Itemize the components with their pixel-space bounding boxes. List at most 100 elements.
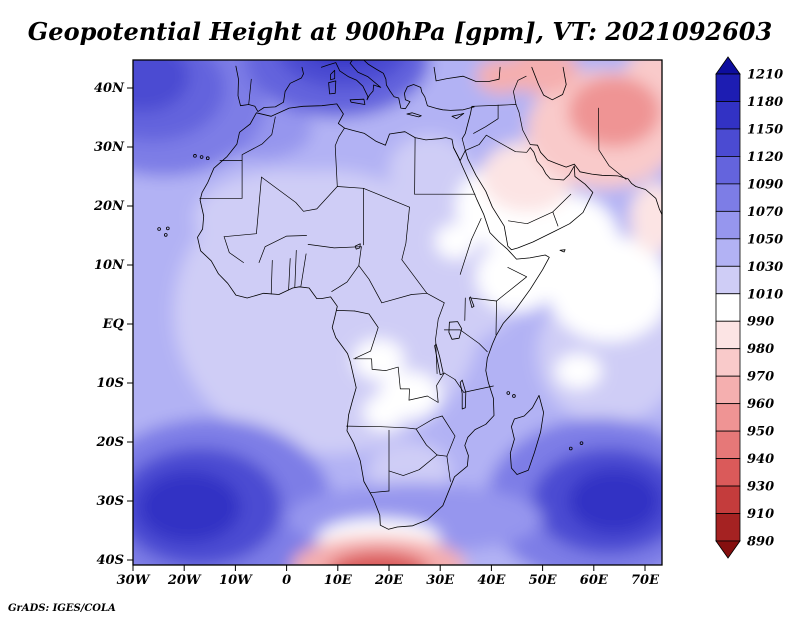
plot-frame — [132, 59, 663, 566]
lake-outline — [434, 343, 444, 376]
country-border — [426, 292, 445, 304]
island — [205, 156, 210, 161]
country-border — [598, 107, 627, 180]
field-layer — [133, 60, 662, 565]
colorbar-label: 990 — [747, 315, 774, 330]
y-tick-label: 30N — [94, 140, 125, 155]
colorbar-segment — [715, 183, 741, 212]
country-border — [363, 187, 410, 208]
map-outlines-layer — [157, 60, 662, 530]
country-border — [470, 297, 497, 302]
x-tick-label: 70E — [631, 573, 660, 588]
country-border — [446, 455, 451, 482]
country-border — [495, 300, 497, 335]
country-border — [381, 292, 428, 304]
y-axis-ticks: 40N 30N 20N 10N EQ 10S 20S 30S 40S — [93, 81, 133, 568]
colorbar-segment — [715, 73, 741, 102]
field-region-white-congo — [353, 338, 405, 381]
country-border — [436, 454, 448, 457]
country-border — [261, 176, 338, 212]
island — [166, 226, 170, 231]
field-region-mideast-low-core — [568, 76, 661, 147]
coastline — [349, 98, 366, 105]
x-tick-label: 0 — [282, 573, 291, 588]
country-border — [336, 186, 364, 189]
coastline — [453, 147, 466, 161]
island — [512, 394, 516, 398]
x-tick-label: 60E — [580, 573, 609, 588]
coastline — [197, 103, 550, 530]
coastline — [406, 112, 422, 118]
field-region-sahara-light — [194, 170, 379, 265]
field-region-southern-ocean-low-core — [330, 551, 428, 565]
coastline — [420, 87, 475, 111]
field-region-caspian-low — [506, 60, 579, 94]
country-border — [414, 137, 416, 195]
colorbar-label: 910 — [747, 507, 774, 522]
colorbar-label: 1070 — [747, 205, 783, 220]
x-tick-label: 10E — [324, 573, 353, 588]
colorbar: 1210 1180 1150 1120 1090 1070 1050 1030 1010 990 9… — [715, 56, 783, 559]
country-border — [464, 297, 466, 321]
coastline — [530, 144, 662, 216]
country-border — [258, 235, 307, 263]
colorbar-label: 940 — [747, 452, 774, 467]
colorbar-segment — [715, 458, 741, 487]
colorbar-segment — [715, 128, 741, 157]
field-region-azores-high-core — [133, 60, 190, 112]
country-border — [461, 138, 466, 151]
colorbar-label: 1010 — [747, 287, 783, 302]
island — [157, 227, 161, 231]
colorbar-label: 970 — [747, 370, 774, 385]
country-border — [485, 134, 531, 153]
colorbar-segment — [715, 513, 741, 542]
coastline — [451, 113, 465, 120]
country-border — [415, 428, 438, 456]
country-border — [336, 310, 356, 312]
field-region-white-sudan — [435, 223, 477, 260]
x-tick-label: 30W — [117, 573, 151, 588]
colorbar-label: 1150 — [747, 122, 783, 137]
country-border — [388, 454, 438, 476]
country-border — [334, 127, 345, 187]
colorbar-label: 1120 — [747, 150, 783, 165]
country-border — [401, 259, 428, 294]
colorbar-segment — [715, 293, 741, 322]
country-border — [459, 329, 488, 353]
x-tick-label: 20W — [167, 573, 202, 588]
coastline — [235, 65, 304, 112]
field-region-southern-ocean-low-outer — [291, 536, 466, 565]
country-border — [346, 425, 417, 430]
x-tick-label: 10W — [219, 573, 253, 588]
country-border — [496, 267, 528, 302]
colorbar-segment — [715, 238, 741, 267]
coastline — [433, 66, 501, 82]
colorbar-label: 890 — [747, 535, 774, 550]
coastline — [321, 60, 382, 101]
country-border — [354, 310, 379, 359]
footer-attribution: GrADS: IGES/COLA — [8, 603, 116, 614]
colorbar-label: 980 — [747, 342, 774, 357]
coastline — [531, 66, 567, 101]
y-tick-label: 20S — [96, 435, 124, 450]
coastline — [330, 69, 336, 81]
field-region-pink-india — [629, 182, 662, 254]
x-tick-label: 30E — [426, 573, 455, 588]
field-region-egypt-light — [389, 135, 471, 207]
colorbar-label: 1180 — [747, 95, 783, 110]
x-tick-label: 50E — [529, 573, 558, 588]
country-border — [307, 244, 362, 249]
colorbar-label: 1030 — [747, 260, 783, 275]
colorbar-segment — [715, 320, 741, 350]
country-border — [415, 415, 443, 430]
colorbar-label: 1050 — [747, 232, 783, 247]
country-border — [294, 249, 297, 288]
coastline — [464, 147, 594, 251]
y-tick-label: 40S — [97, 553, 124, 568]
coastline — [363, 60, 422, 110]
field-region-europe-high-core — [318, 60, 368, 65]
colorbar-segment — [715, 156, 741, 185]
field-region-anatolia-low — [476, 60, 528, 94]
chart-title: Geopotential Height at 900hPa [gpm], VT:… — [28, 17, 772, 46]
